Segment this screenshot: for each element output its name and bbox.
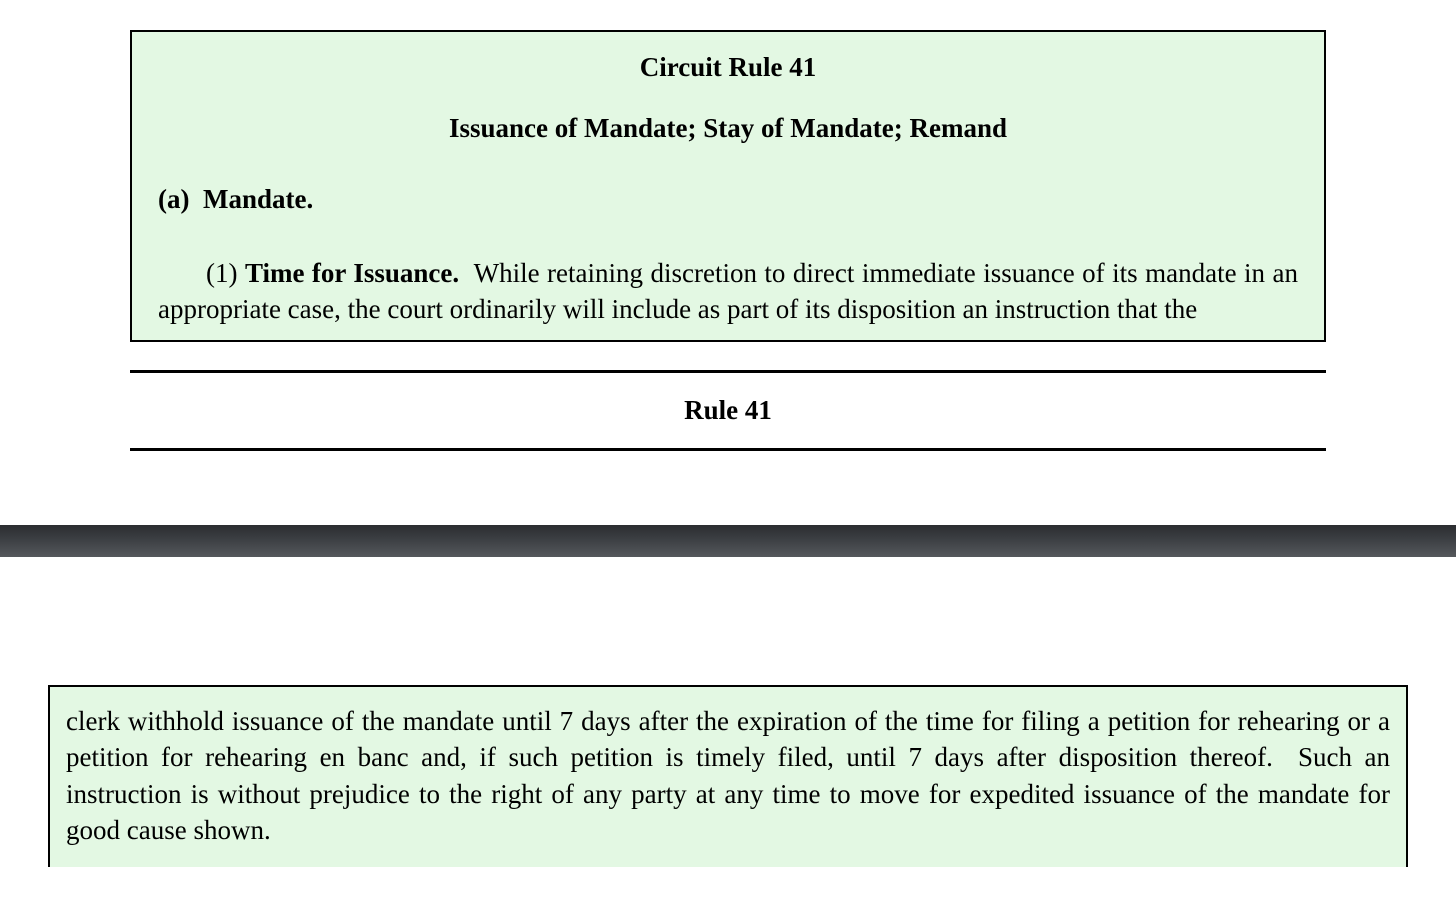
sub1-num: (1) xyxy=(206,258,237,288)
rule-title: Issuance of Mandate; Stay of Mandate; Re… xyxy=(152,113,1304,144)
footer-label: Rule 41 xyxy=(130,373,1326,448)
footer-rule-bottom xyxy=(130,448,1326,451)
page-divider-bar xyxy=(0,525,1456,557)
section-a-heading: (a) Mandate. xyxy=(152,184,1304,215)
sub1-text-part2: clerk withhold issuance of the mandate u… xyxy=(66,703,1390,849)
sub1-heading: Time for Issuance. xyxy=(245,258,459,288)
subsection-1-text: (1) Time for Issuance. While retaining d… xyxy=(152,255,1304,328)
page-footer-block: Rule 41 xyxy=(130,370,1326,451)
rule-box-top: Circuit Rule 41 Issuance of Mandate; Sta… xyxy=(130,30,1326,342)
page-top-region: Circuit Rule 41 Issuance of Mandate; Sta… xyxy=(0,0,1456,451)
rule-box-continuation: clerk withhold issuance of the mandate u… xyxy=(48,685,1408,867)
page-bottom-region: clerk withhold issuance of the mandate u… xyxy=(0,557,1456,867)
rule-number: Circuit Rule 41 xyxy=(152,52,1304,83)
